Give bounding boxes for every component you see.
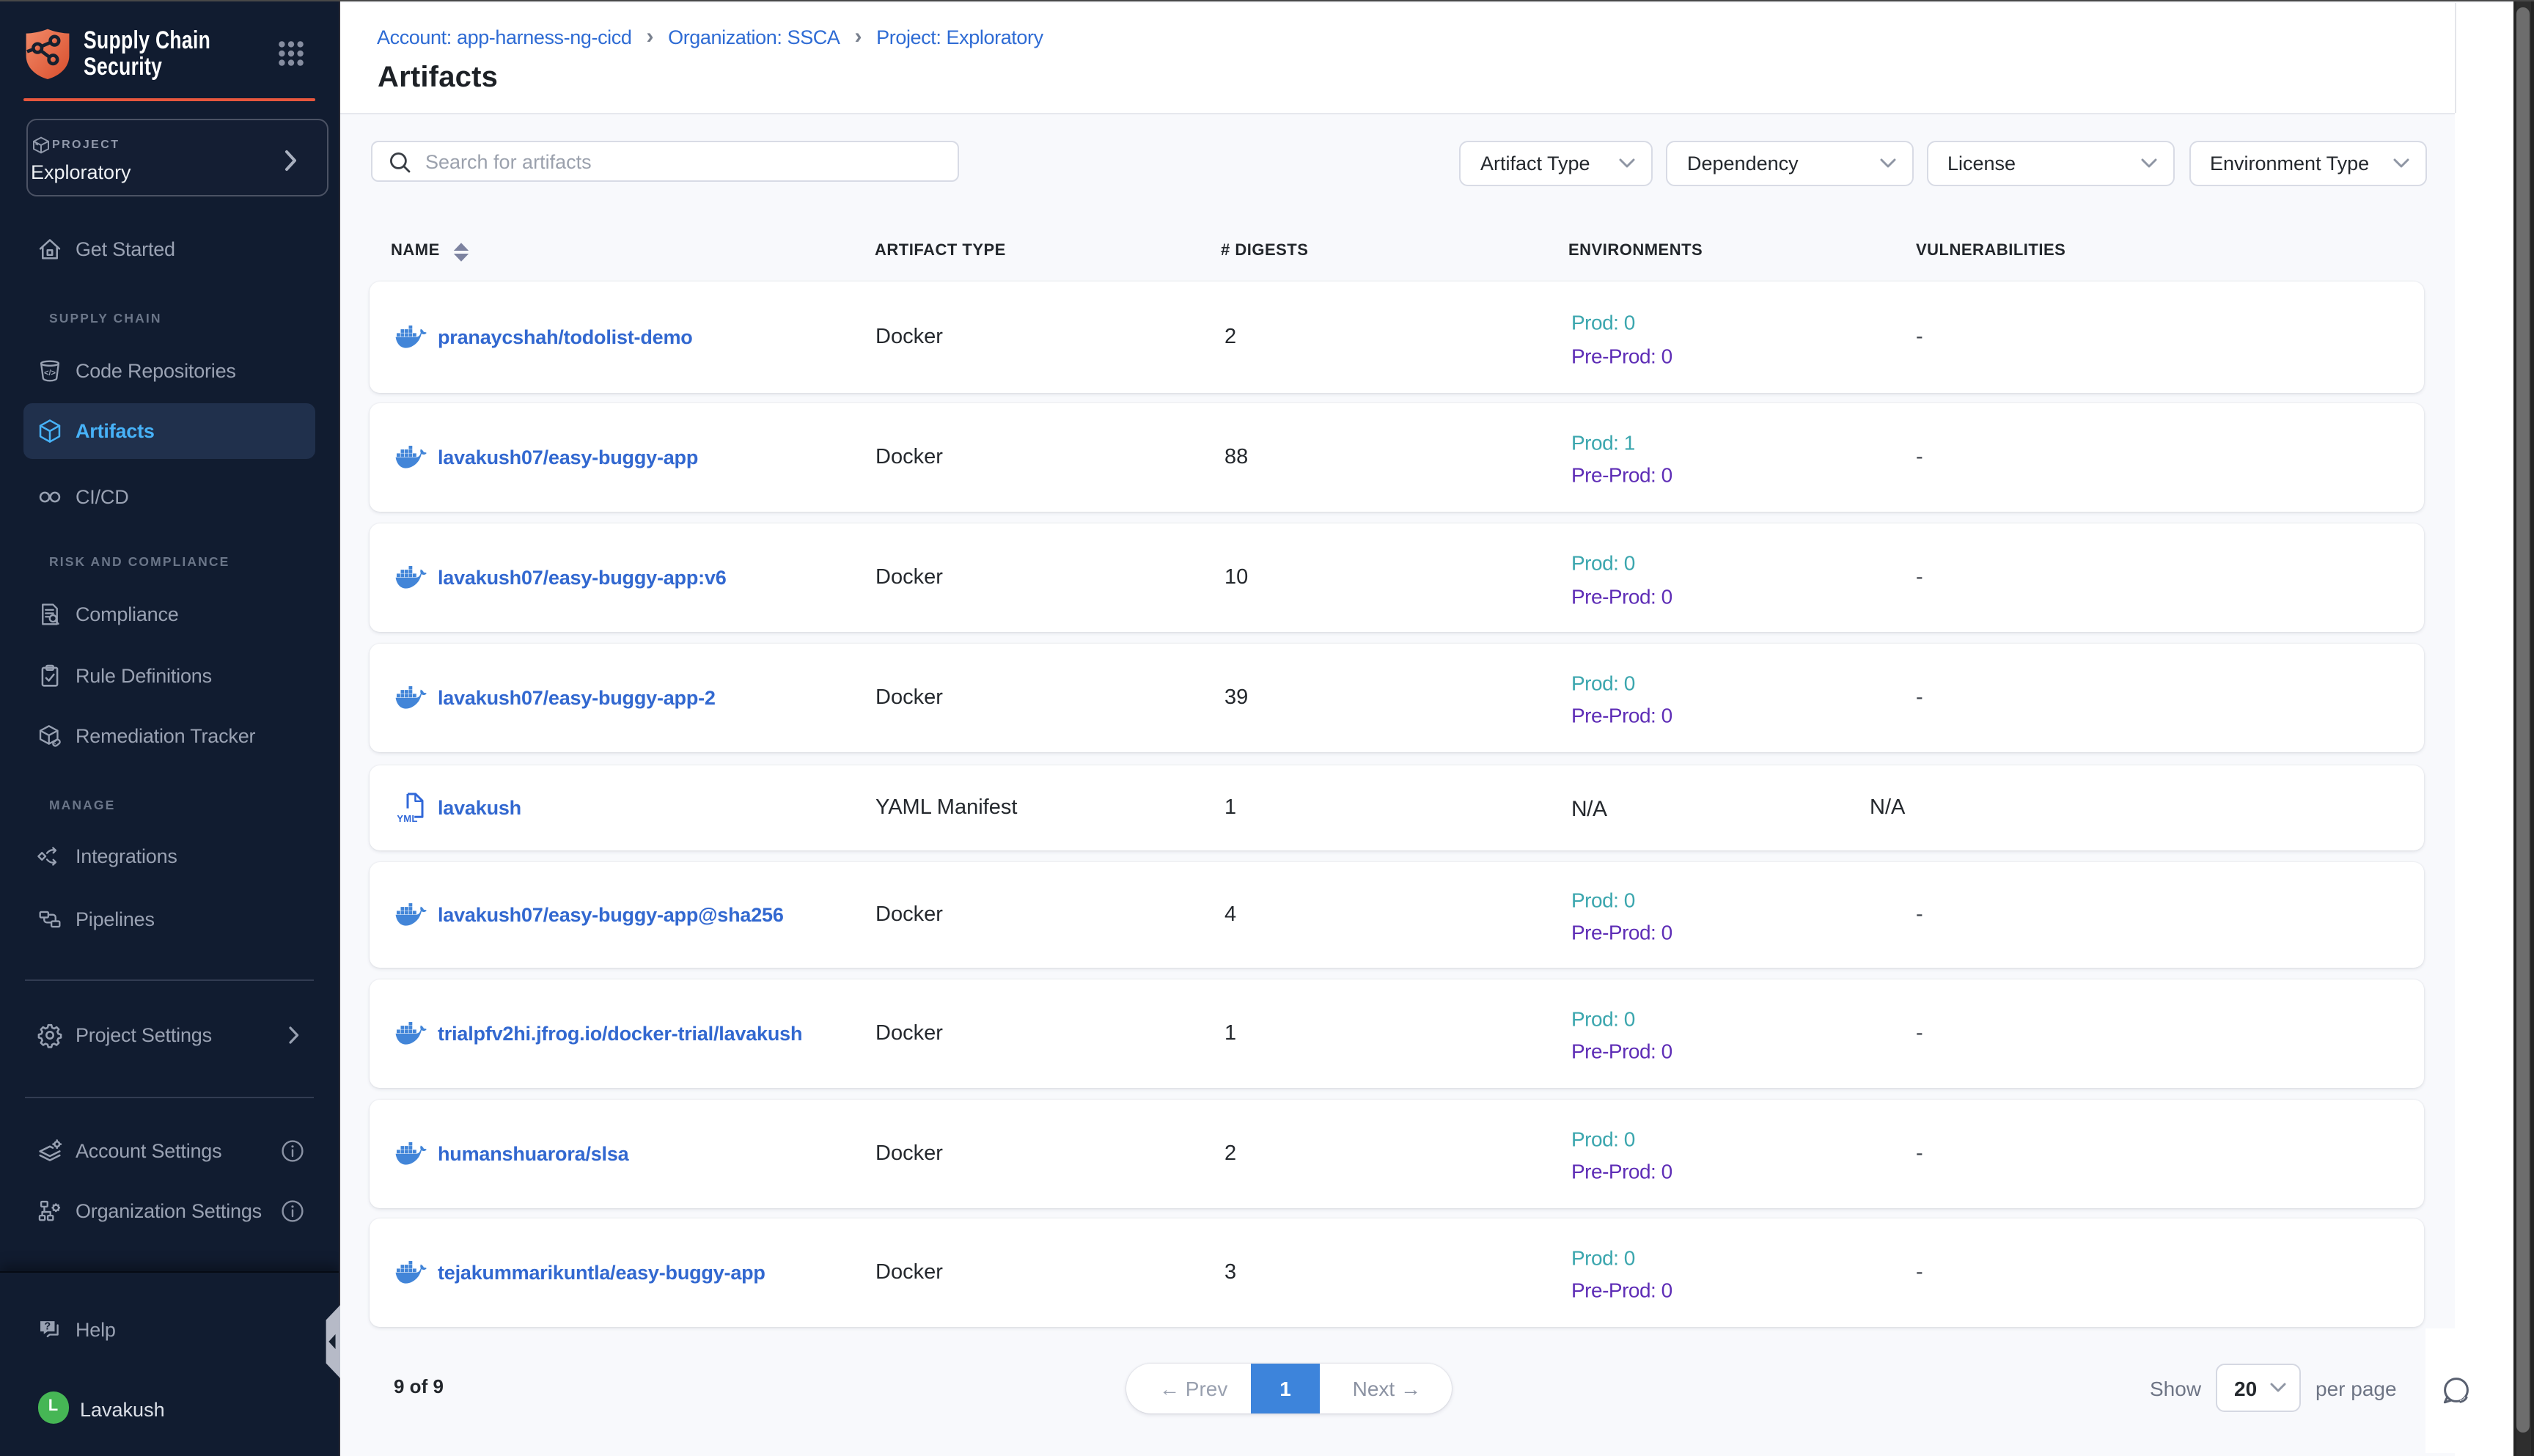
svg-text:?: ? — [44, 1320, 51, 1332]
svg-text:</>: </> — [44, 368, 56, 377]
